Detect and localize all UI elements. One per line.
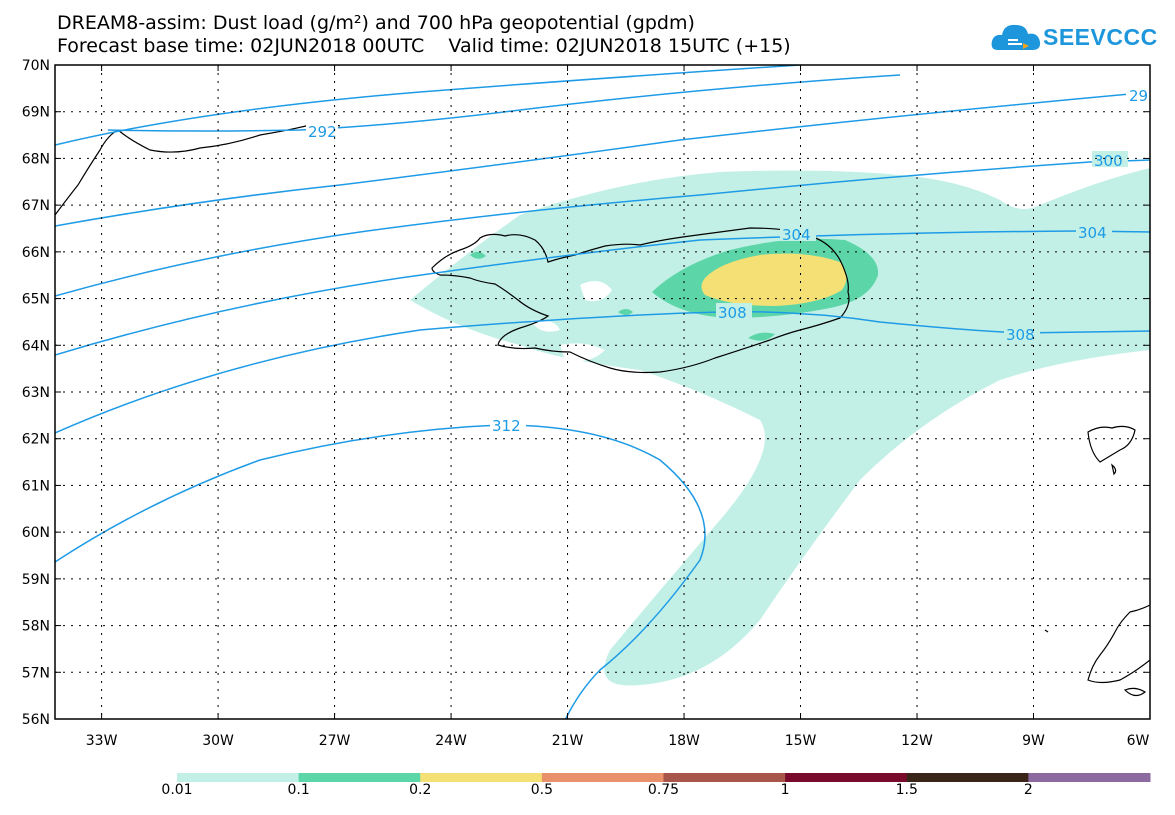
greenland-coast bbox=[55, 123, 341, 216]
contour-296 bbox=[55, 92, 1150, 227]
colorbar-swatch bbox=[906, 773, 1029, 782]
lat-label: 60N bbox=[22, 525, 50, 541]
colorbar-label: 0.75 bbox=[647, 782, 680, 798]
contour-label-29: 29 bbox=[1129, 87, 1148, 105]
lat-label: 58N bbox=[22, 619, 50, 635]
colorbar-swatch bbox=[785, 773, 908, 782]
hebrides-islands bbox=[1123, 687, 1147, 697]
lat-label: 59N bbox=[22, 572, 50, 588]
dust-free-area-3 bbox=[560, 343, 605, 362]
colorbar-label: 0.5 bbox=[530, 782, 554, 798]
lat-label: 57N bbox=[22, 665, 50, 681]
lon-label: 24W bbox=[435, 733, 467, 749]
map-title-line1: DREAM8-assim: Dust load (g/m²) and 700 h… bbox=[57, 12, 695, 34]
dust-area-high bbox=[701, 253, 847, 306]
coastlines bbox=[55, 123, 1150, 697]
contour-label-304-east: 304 bbox=[1078, 224, 1107, 242]
dust-load-colorbar bbox=[177, 773, 1151, 782]
lat-label: 70N bbox=[22, 58, 50, 74]
contour-label-292: 292 bbox=[308, 123, 337, 141]
map-title-line2: Forecast base time: 02JUN2018 00UTC Vali… bbox=[57, 35, 791, 57]
colorbar-swatch bbox=[541, 773, 664, 782]
colorbar-swatch bbox=[177, 773, 300, 782]
geopotential-contours bbox=[55, 65, 1150, 719]
iceland-coast bbox=[431, 227, 850, 374]
lat-label: 66N bbox=[22, 245, 50, 261]
colorbar-swatch bbox=[420, 773, 543, 782]
lat-label: 64N bbox=[22, 338, 50, 354]
graticule bbox=[55, 65, 1150, 719]
lon-label: 12W bbox=[901, 733, 933, 749]
lat-label: 68N bbox=[22, 151, 50, 167]
lon-label: 27W bbox=[319, 733, 351, 749]
contour-label-308-iceland: 308 bbox=[718, 304, 747, 322]
lat-label: 56N bbox=[22, 712, 50, 728]
faroe-islet bbox=[1111, 463, 1117, 476]
contour-label-312: 312 bbox=[492, 417, 521, 435]
cloud-logo-icon bbox=[991, 24, 1041, 50]
lon-label: 9W bbox=[1022, 733, 1045, 749]
lon-label: 30W bbox=[202, 733, 234, 749]
contour-label-308-east: 308 bbox=[1006, 326, 1035, 344]
contour-292 bbox=[107, 74, 901, 132]
logo-text: SEEVCCC bbox=[1043, 24, 1158, 50]
colorbar-swatch bbox=[298, 773, 421, 782]
lat-label: 61N bbox=[22, 478, 50, 494]
lat-label: 62N bbox=[22, 432, 50, 448]
colorbar-label: 1 bbox=[780, 782, 790, 798]
hebrides-small-isle bbox=[1044, 629, 1049, 633]
lon-label: 6W bbox=[1127, 733, 1150, 749]
lon-label: 21W bbox=[552, 733, 584, 749]
contour-292-north bbox=[55, 65, 801, 146]
contour-label-300: 300 bbox=[1094, 152, 1123, 170]
faroe-islands bbox=[1087, 425, 1136, 463]
lat-label: 69N bbox=[22, 105, 50, 121]
contour-300 bbox=[55, 159, 1150, 297]
lon-label: 33W bbox=[86, 733, 118, 749]
colorbar-label: 1.5 bbox=[895, 782, 918, 798]
dust-area-mid-west bbox=[618, 309, 633, 315]
colorbar-swatch bbox=[663, 773, 786, 782]
seevccc-logo: SEEVCCC bbox=[990, 16, 1157, 60]
colorbar-label: 0.2 bbox=[409, 782, 432, 798]
dust-free-area-1 bbox=[580, 281, 612, 302]
colorbar-label: 2 bbox=[1023, 782, 1033, 798]
dust-free-area-2 bbox=[530, 319, 560, 332]
lat-label: 67N bbox=[22, 198, 50, 214]
contour-304 bbox=[55, 230, 1150, 356]
colorbar-label: 0.1 bbox=[287, 782, 310, 798]
lon-label: 18W bbox=[668, 733, 700, 749]
plot-frame bbox=[54, 64, 1151, 720]
axis-ticks bbox=[55, 64, 1151, 720]
colorbar-swatch bbox=[1028, 773, 1151, 782]
lon-label: 15W bbox=[785, 733, 817, 749]
lat-label: 63N bbox=[22, 385, 50, 401]
lat-label: 65N bbox=[22, 292, 50, 308]
dust-area-mid-westfjords bbox=[470, 251, 486, 259]
contour-label-304-iceland: 304 bbox=[782, 226, 811, 244]
scotland-coast bbox=[1087, 604, 1150, 684]
contour-308 bbox=[55, 310, 1150, 434]
dust-area-mid-south bbox=[748, 332, 775, 341]
colorbar-label: 0.01 bbox=[161, 782, 193, 798]
